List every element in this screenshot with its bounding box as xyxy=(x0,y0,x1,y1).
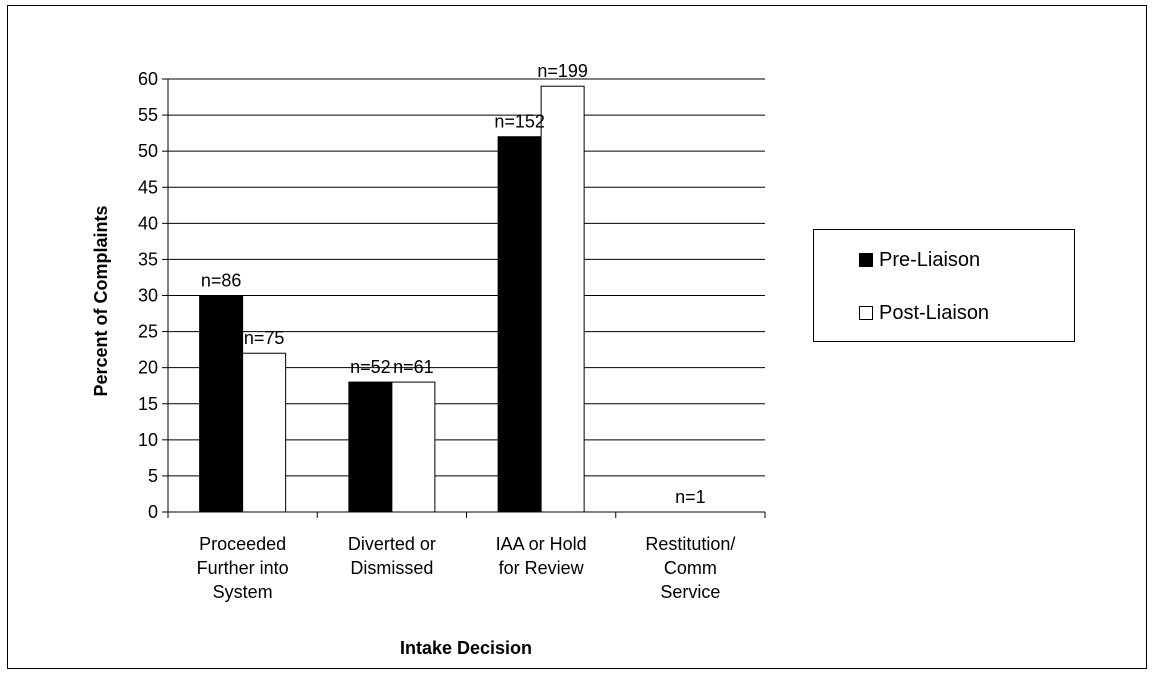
y-tick-label: 35 xyxy=(138,249,158,269)
y-tick-labels: 0 5 10 15 20 25 30 35 40 45 50 55 60 xyxy=(138,69,158,522)
x-tick-labels: Proceeded Further into System Diverted or Di… xyxy=(197,534,736,602)
data-label: n=1 xyxy=(675,487,706,507)
y-tick-label: 50 xyxy=(138,141,158,161)
y-tick-label: 30 xyxy=(138,286,158,306)
bar-post-liaison-1 xyxy=(242,352,287,513)
bar-pre-liaison-3 xyxy=(497,136,542,513)
bars xyxy=(199,85,585,513)
legend-item-pre-liaison: Pre-Liaison xyxy=(859,248,980,272)
bar-chart: n=86 n=75 n=52 n=61 n=152 n=199 n=1 0 5 10 15 20 25… xyxy=(91,61,766,658)
y-tick-label: 40 xyxy=(138,213,158,233)
axes xyxy=(162,78,766,518)
bar-pre-liaison-2 xyxy=(348,381,393,513)
data-label: n=61 xyxy=(393,357,434,377)
data-label: n=199 xyxy=(537,61,588,81)
data-label: n=52 xyxy=(350,357,391,377)
bar-post-liaison-2 xyxy=(391,381,436,513)
x-tick-label: Proceeded Further into System xyxy=(197,534,289,602)
data-labels: n=86 n=75 n=52 n=61 n=152 n=199 n=1 xyxy=(201,61,706,507)
legend-label-pre-liaison: Pre-Liaison xyxy=(879,249,981,271)
legend-swatch-post-liaison xyxy=(859,306,873,320)
y-tick-label: 10 xyxy=(138,430,158,450)
chart-frame: n=86 n=75 n=52 n=61 n=152 n=199 n=1 0 5 10 15 20 25… xyxy=(7,5,1147,669)
x-tick-label: Restitution/Comm Service xyxy=(645,534,735,602)
x-tick-label: Diverted or Dismissed xyxy=(348,534,436,578)
y-tick-label: 0 xyxy=(148,502,158,522)
legend-swatch-pre-liaison xyxy=(859,253,873,267)
y-axis-label: Percent of Complaints xyxy=(91,205,111,396)
x-axis-label: Intake Decision xyxy=(400,638,532,658)
data-label: n=86 xyxy=(201,271,242,291)
legend: Pre-Liaison Post-Liaison xyxy=(813,229,1075,342)
bar-pre-liaison-1 xyxy=(199,295,244,513)
y-tick-label: 20 xyxy=(138,358,158,378)
y-tick-label: 55 xyxy=(138,105,158,125)
legend-item-post-liaison: Post-Liaison xyxy=(859,301,989,325)
y-tick-label: 25 xyxy=(138,322,158,342)
legend-label-post-liaison: Post-Liaison xyxy=(879,302,990,324)
y-tick-label: 5 xyxy=(148,466,158,486)
bar-post-liaison-3 xyxy=(540,85,585,513)
y-tick-label: 15 xyxy=(138,394,158,414)
y-tick-label: 45 xyxy=(138,177,158,197)
x-tick-label: IAA or Hold for Review xyxy=(496,534,587,578)
data-label: n=75 xyxy=(244,328,285,348)
data-label: n=152 xyxy=(494,112,545,132)
y-tick-label: 60 xyxy=(138,69,158,89)
